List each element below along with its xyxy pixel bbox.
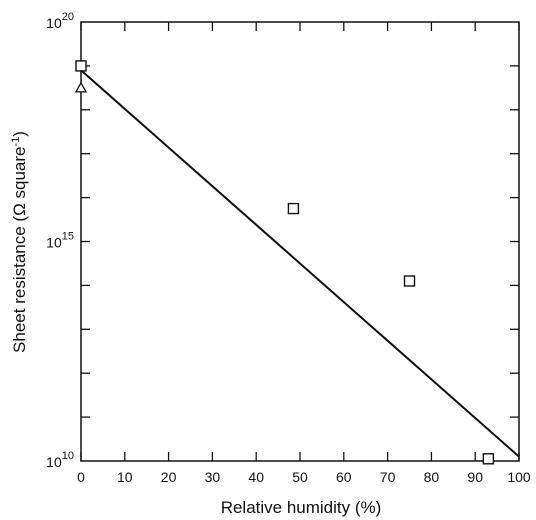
x-tick-label: 0	[77, 469, 85, 485]
y-axis-title-sup: -1	[10, 137, 22, 147]
x-axis-title: Relative humidity (%)	[221, 498, 382, 517]
x-tick-label: 40	[248, 469, 264, 485]
y-axis-title-end: )	[10, 131, 29, 137]
triangle-marker	[74, 81, 88, 93]
y-tick-exponent: 10	[62, 450, 74, 462]
fit-line	[80, 69, 520, 458]
x-tick-label: 80	[424, 469, 440, 485]
x-tick-label: 100	[507, 469, 531, 485]
y-tick-base: 10	[46, 15, 62, 31]
square-marker	[482, 453, 495, 465]
y-tick-label: 1020	[46, 11, 74, 31]
x-tick-labels: 0 10 20 30 40 50 60 70 80 90 100	[77, 469, 531, 485]
x-tick-label: 10	[117, 469, 133, 485]
data-points	[74, 60, 495, 465]
y-tick-exponent: 15	[62, 231, 74, 243]
y-tick-label: 1015	[46, 231, 74, 251]
x-tick-label: 60	[336, 469, 352, 485]
y-axis-title-main: Sheet resistance (Ω square	[10, 147, 29, 353]
y-tick-base: 10	[46, 454, 62, 470]
x-tick-label: 20	[161, 469, 177, 485]
x-tick-label: 30	[205, 469, 221, 485]
square-marker	[75, 60, 87, 72]
y-axis-title: Sheet resistance (Ω square-1)	[10, 131, 29, 353]
y-tick-exponent: 20	[62, 11, 74, 23]
x-tick-label: 90	[467, 469, 483, 485]
axis-ticks	[80, 22, 520, 461]
x-tick-label: 50	[292, 469, 308, 485]
square-marker	[287, 202, 300, 215]
plot-frame	[80, 21, 520, 462]
x-tick-label: 70	[380, 469, 396, 485]
y-tick-label: 1010	[46, 450, 74, 470]
square-marker	[403, 275, 416, 287]
y-tick-base: 10	[46, 235, 62, 251]
